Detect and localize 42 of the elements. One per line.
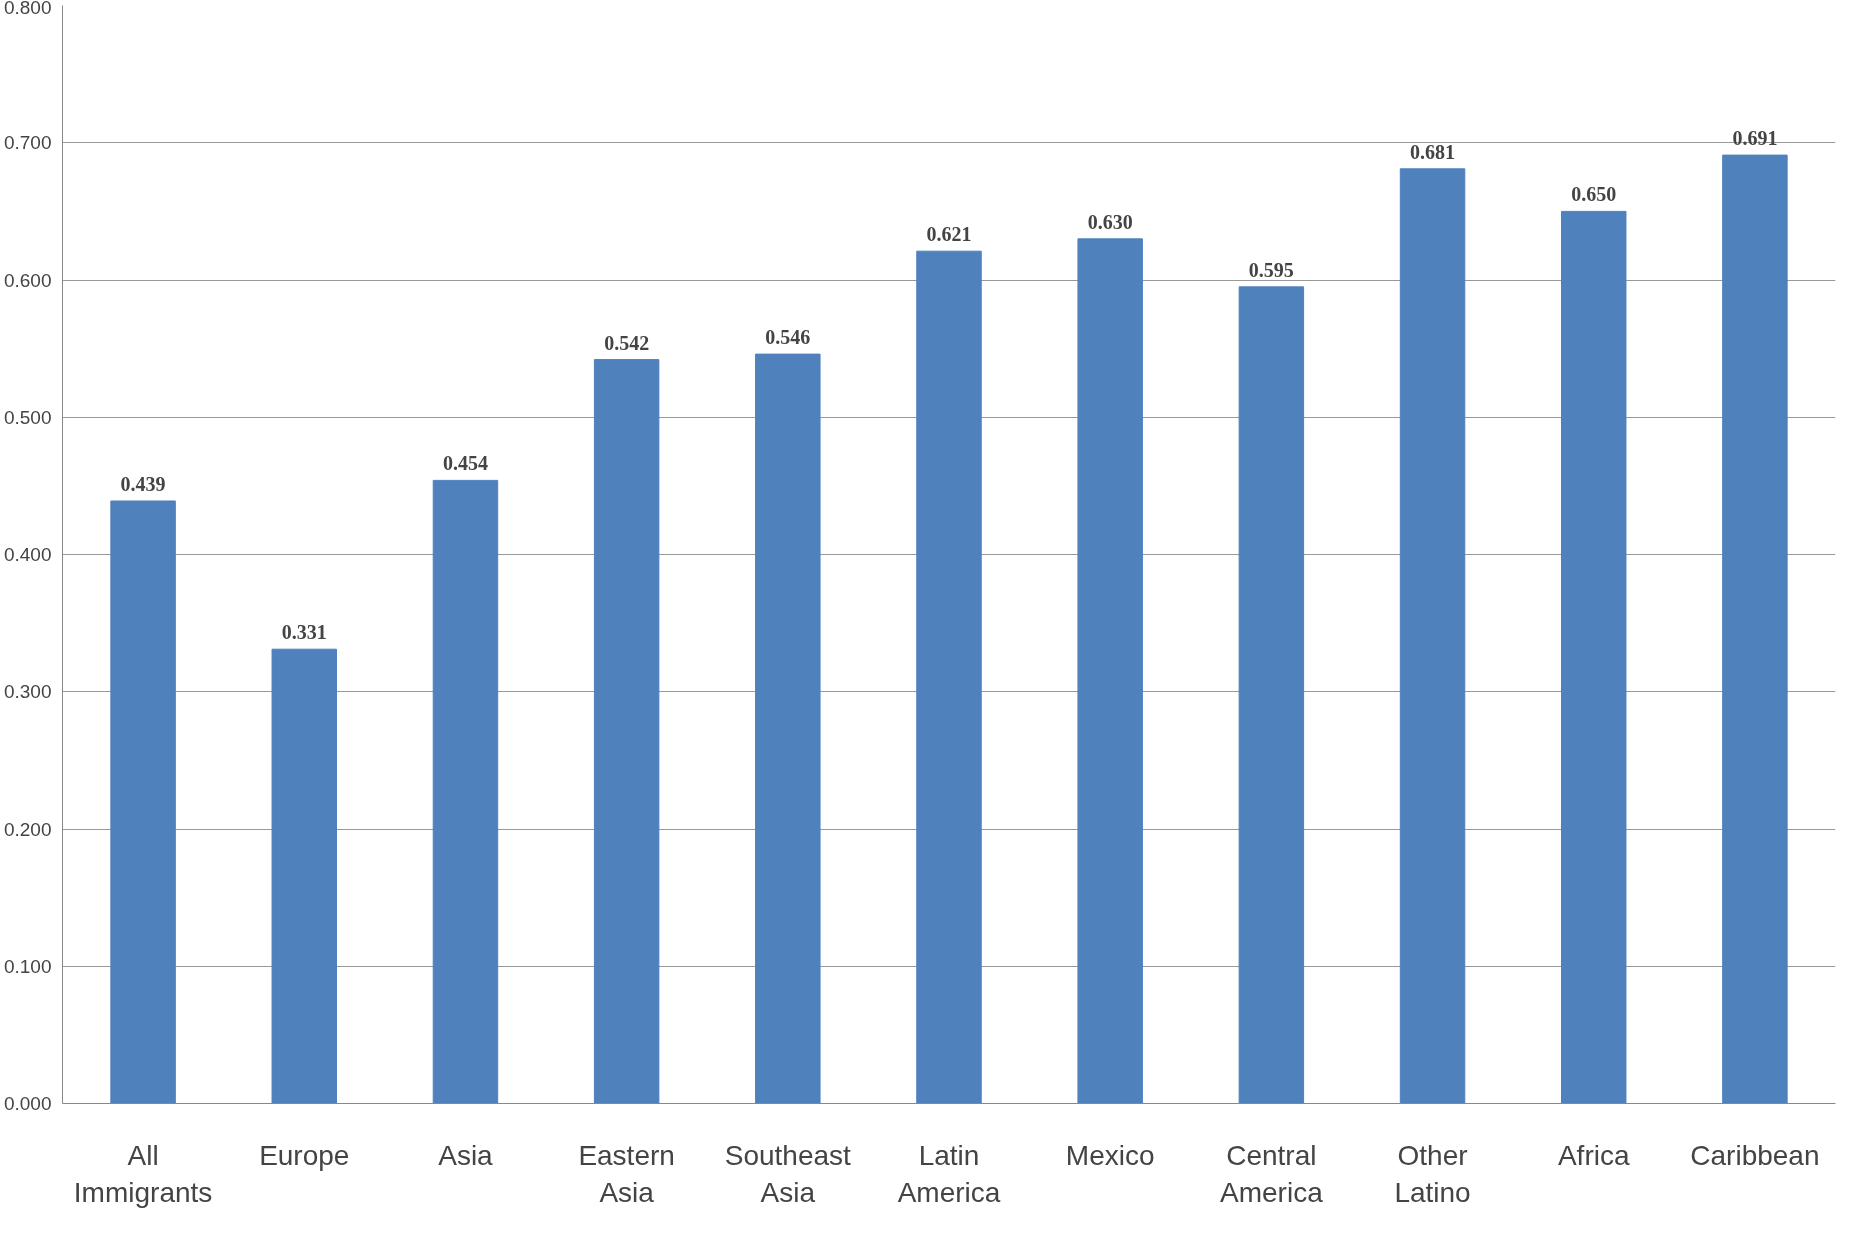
- y-tick-label: 0.000: [3, 1093, 52, 1114]
- bar: [110, 500, 176, 1104]
- data-label: 0.546: [765, 326, 811, 349]
- x-tick-label: Eastern Asia: [578, 1139, 675, 1208]
- data-label: 0.595: [1248, 258, 1294, 281]
- bar: [1238, 286, 1305, 1104]
- y-tick-label: 0.700: [3, 132, 52, 154]
- data-label: 0.691: [1732, 127, 1778, 150]
- y-tick-label: 0.400: [3, 544, 52, 565]
- x-tick-label: All Immigrants: [73, 1139, 213, 1208]
- x-tick-label: Other Latino: [1394, 1139, 1471, 1208]
- bar: [1722, 154, 1788, 1104]
- bar: [1560, 210, 1627, 1104]
- data-label: 0.542: [604, 331, 650, 354]
- x-tick-label: Europe: [259, 1139, 350, 1171]
- y-tick-label: 0.200: [3, 818, 52, 840]
- x-tick-label: Africa: [1557, 1139, 1630, 1171]
- bar: [1399, 168, 1466, 1104]
- x-tick-label: Latin America: [897, 1139, 1001, 1208]
- y-tick-label: 0.300: [3, 681, 52, 703]
- x-tick-label: Central America: [1220, 1139, 1324, 1208]
- x-tick-label: Caribbean: [1690, 1139, 1820, 1171]
- bar: [1077, 238, 1143, 1104]
- x-tick-label: Southeast Asia: [724, 1139, 852, 1208]
- x-tick-label: Asia: [438, 1139, 494, 1171]
- y-tick-label: 0.600: [3, 269, 52, 291]
- bar: [755, 353, 821, 1104]
- bar: [916, 250, 982, 1104]
- y-tick-label: 0.100: [3, 955, 52, 977]
- data-label: 0.681: [1410, 140, 1456, 163]
- data-label: 0.621: [926, 223, 972, 246]
- bar: [593, 359, 660, 1104]
- data-label: 0.650: [1571, 183, 1617, 206]
- x-tick-label: Mexico: [1065, 1139, 1155, 1171]
- data-label: 0.630: [1087, 210, 1133, 233]
- y-tick-label: 0.500: [3, 406, 52, 428]
- bar: [432, 479, 499, 1104]
- data-label: 0.454: [442, 452, 488, 475]
- data-label: 0.331: [281, 621, 327, 644]
- data-label: 0.439: [120, 472, 166, 495]
- bar: [271, 648, 338, 1104]
- y-tick-label: 0.800: [3, 0, 52, 18]
